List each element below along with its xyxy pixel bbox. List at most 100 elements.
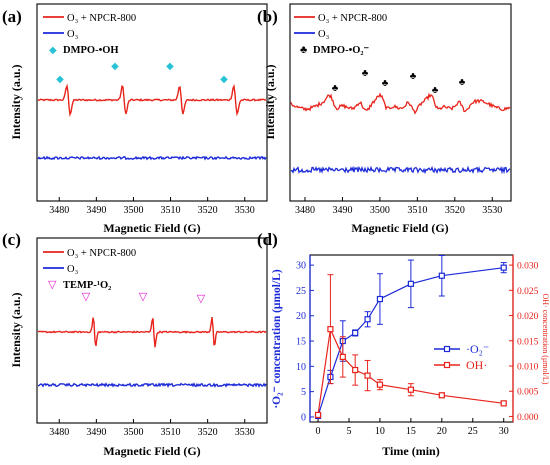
panel-b-legend-club-icon: ♣ — [300, 44, 307, 56]
panel-b-markers: ♣ ♣ ♣ ♣ ♣ ♣ — [332, 68, 466, 96]
panel-b-frame — [289, 3, 512, 202]
panel-a-legend-red-label: O₃ + NPCR-800 — [67, 13, 136, 24]
x-tick-label-1: 3490 — [86, 427, 106, 438]
panel-c-legend-symbol-label: TEMP-¹O₂ — [63, 280, 111, 291]
panel-b: (b) Intensity (a.u.) Magnetic Field (G) … — [257, 3, 512, 235]
d-y2-tick-label-4: 0.020 — [517, 312, 539, 322]
d-series-1-point-7 — [438, 392, 445, 399]
panel-d-axes: 0 5 10 15 20 25 30 0 5 10 15 20 25 30 0.000 0.005 0.010 0… — [296, 255, 539, 437]
x-tick-label-3: 3510 — [161, 205, 181, 216]
panel-d-legend: ·O₂⁻ OH· — [434, 342, 489, 372]
d-y2-tick-label-0: 0.000 — [517, 413, 539, 423]
panel-a-ylabel: Intensity (a.u.) — [9, 64, 23, 139]
d-legend-marker-1 — [443, 361, 451, 369]
x-tick-label-2: 3500 — [123, 427, 143, 438]
d-y2-tick-label-3: 0.015 — [517, 337, 539, 347]
panel-c-legend-triangle-icon: ▽ — [48, 279, 57, 291]
d-x-tick-label-6: 30 — [499, 426, 509, 437]
panel-c-ylabel: Intensity (a.u.) — [9, 292, 23, 367]
x-tick-label-0: 3480 — [49, 427, 69, 438]
panel-b-xlabel: Magnetic Field (G) — [351, 221, 448, 235]
panel-a-legend: O₃ + NPCR-800 O₃ ◆ DMPO-•OH — [43, 13, 136, 56]
x-tick-label-1: 3490 — [86, 205, 106, 216]
d-series-0-point-3 — [352, 329, 359, 337]
panel-c-legend: O₃ + NPCR-800 O₃ ▽ TEMP-¹O₂ — [43, 248, 136, 291]
panel-a-markers: ◆ ◆ ◆ ◆ — [56, 61, 228, 85]
panel-b-peak-marker-3: ♣ — [382, 78, 389, 89]
panel-c: (c) Intensity (a.u.) Magnetic Field (G) … — [2, 230, 268, 458]
d-x-tick-label-5: 25 — [468, 426, 478, 437]
panel-a-peak-marker-3: ◆ — [166, 61, 174, 72]
panel-d-series — [314, 255, 507, 420]
panel-b-peak-marker-6: ♣ — [459, 77, 466, 88]
d-series-0-point-8 — [500, 264, 507, 271]
d-y1-tick-label-1: 5 — [301, 387, 306, 398]
d-series-0-point-7 — [438, 272, 445, 279]
x-tick-label-5: 3530 — [235, 205, 255, 216]
panel-c-legend-blue-label: O₃ — [67, 264, 79, 275]
panel-b-legend: O₃ + NPCR-800 O₃ ♣ DMPO-•O₂⁻ — [294, 13, 387, 56]
panel-a-red-trace — [37, 83, 267, 118]
d-y1-tick-label-3: 15 — [296, 337, 306, 348]
d-y1-tick-label-2: 10 — [296, 362, 306, 373]
panel-d: (d) ·O₂⁻ concentration (μmol/L) OH· conc… — [257, 230, 550, 458]
x-tick-label-1: 3490 — [332, 205, 352, 216]
d-series-1-point-0 — [314, 411, 322, 419]
panel-a-blue-trace — [37, 155, 267, 161]
panel-a-peak-marker-2: ◆ — [111, 61, 119, 72]
panel-b-blue-trace — [290, 165, 511, 175]
panel-d-left-ylabel: ·O₂⁻ concentration (μmol/L) — [271, 269, 283, 408]
d-x-tick-label-0: 0 — [316, 426, 321, 437]
d-y1-tick-label-4: 20 — [296, 311, 306, 322]
panel-c-peak-marker-2: ▽ — [139, 291, 148, 303]
d-series-1-point-6 — [407, 386, 414, 393]
d-series-1-point-3 — [352, 366, 359, 374]
panel-a-xlabel: Magnetic Field (G) — [103, 221, 200, 235]
panel-b-legend-blue-label: O₃ — [318, 29, 330, 40]
panel-b-x-ticks: 3480 3490 3500 3510 3520 3530 — [295, 197, 502, 216]
panel-c-letter: (c) — [2, 230, 21, 249]
panel-c-red-trace — [37, 317, 267, 348]
panel-a-x-ticks: 3480 3490 3500 3510 3520 3530 — [49, 197, 255, 216]
panel-d-right-ylabel: OH· concentration (μmol/L) — [541, 294, 550, 385]
panel-c-blue-trace — [37, 382, 267, 388]
d-series-0-point-5 — [376, 295, 384, 303]
d-legend-label-1: OH· — [466, 358, 487, 372]
d-y2-tick-label-6: 0.030 — [517, 262, 539, 272]
x-tick-label-4: 3520 — [198, 427, 218, 438]
d-x-tick-label-4: 20 — [437, 426, 447, 437]
d-series-1-point-5 — [376, 381, 384, 388]
d-series-1-point-1 — [327, 326, 334, 333]
d-x-tick-label-3: 15 — [406, 426, 416, 437]
panel-c-frame — [36, 237, 268, 424]
d-y1-tick-label-6: 30 — [296, 261, 306, 272]
x-tick-label-5: 3530 — [482, 205, 502, 216]
panel-a-letter: (a) — [2, 7, 22, 26]
d-x-tick-label-2: 10 — [375, 426, 385, 437]
x-tick-label-2: 3500 — [123, 205, 143, 216]
panel-b-ylabel: Intensity (a.u.) — [263, 64, 277, 139]
x-tick-label-2: 3500 — [370, 205, 390, 216]
x-tick-label-0: 3480 — [49, 205, 69, 216]
d-y2-tick-label-5: 0.025 — [517, 287, 539, 297]
panel-b-legend-symbol-label: DMPO-•O₂⁻ — [313, 45, 370, 56]
d-series-1-point-2 — [339, 353, 346, 361]
d-series-1-point-4 — [364, 372, 371, 379]
x-tick-label-3: 3510 — [407, 205, 427, 216]
d-legend-label-0: ·O₂⁻ — [466, 342, 489, 356]
panel-b-letter: (b) — [257, 7, 278, 26]
panel-d-letter: (d) — [257, 230, 278, 249]
panel-c-x-ticks: 3480 3490 3500 3510 3520 3530 — [49, 419, 255, 438]
d-y1-tick-label-0: 0 — [301, 412, 306, 423]
panel-c-xlabel: Magnetic Field (G) — [103, 444, 200, 458]
panel-b-legend-red-label: O₃ + NPCR-800 — [318, 13, 387, 24]
panel-c-peak-marker-3: ▽ — [197, 293, 206, 305]
panel-c-markers: ▽ ▽ ▽ — [82, 291, 206, 305]
d-series-1-point-8 — [500, 400, 507, 407]
x-tick-label-4: 3520 — [198, 205, 218, 216]
panel-a-legend-symbol-label: DMPO-•OH — [63, 45, 119, 56]
panel-c-legend-red-label: O₃ + NPCR-800 — [67, 248, 136, 259]
panel-a-legend-blue-label: O₃ — [67, 29, 79, 40]
d-y1-tick-label-5: 25 — [296, 286, 306, 297]
